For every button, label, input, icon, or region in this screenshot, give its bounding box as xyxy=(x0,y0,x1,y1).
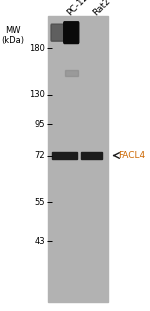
Bar xyxy=(64,70,78,76)
Bar xyxy=(81,152,102,160)
Text: Rat2: Rat2 xyxy=(91,0,112,17)
Text: MW
(kDa): MW (kDa) xyxy=(1,26,24,45)
Text: 95: 95 xyxy=(34,120,45,129)
FancyBboxPatch shape xyxy=(64,22,79,44)
FancyBboxPatch shape xyxy=(51,24,64,41)
Text: 180: 180 xyxy=(29,44,45,53)
Text: 55: 55 xyxy=(34,198,45,207)
Text: FACL4: FACL4 xyxy=(118,151,146,160)
Text: 72: 72 xyxy=(34,151,45,160)
Text: 43: 43 xyxy=(34,237,45,245)
Bar xyxy=(52,152,76,160)
Text: 130: 130 xyxy=(29,91,45,99)
Text: PC-12: PC-12 xyxy=(65,0,90,17)
Bar xyxy=(48,16,108,302)
